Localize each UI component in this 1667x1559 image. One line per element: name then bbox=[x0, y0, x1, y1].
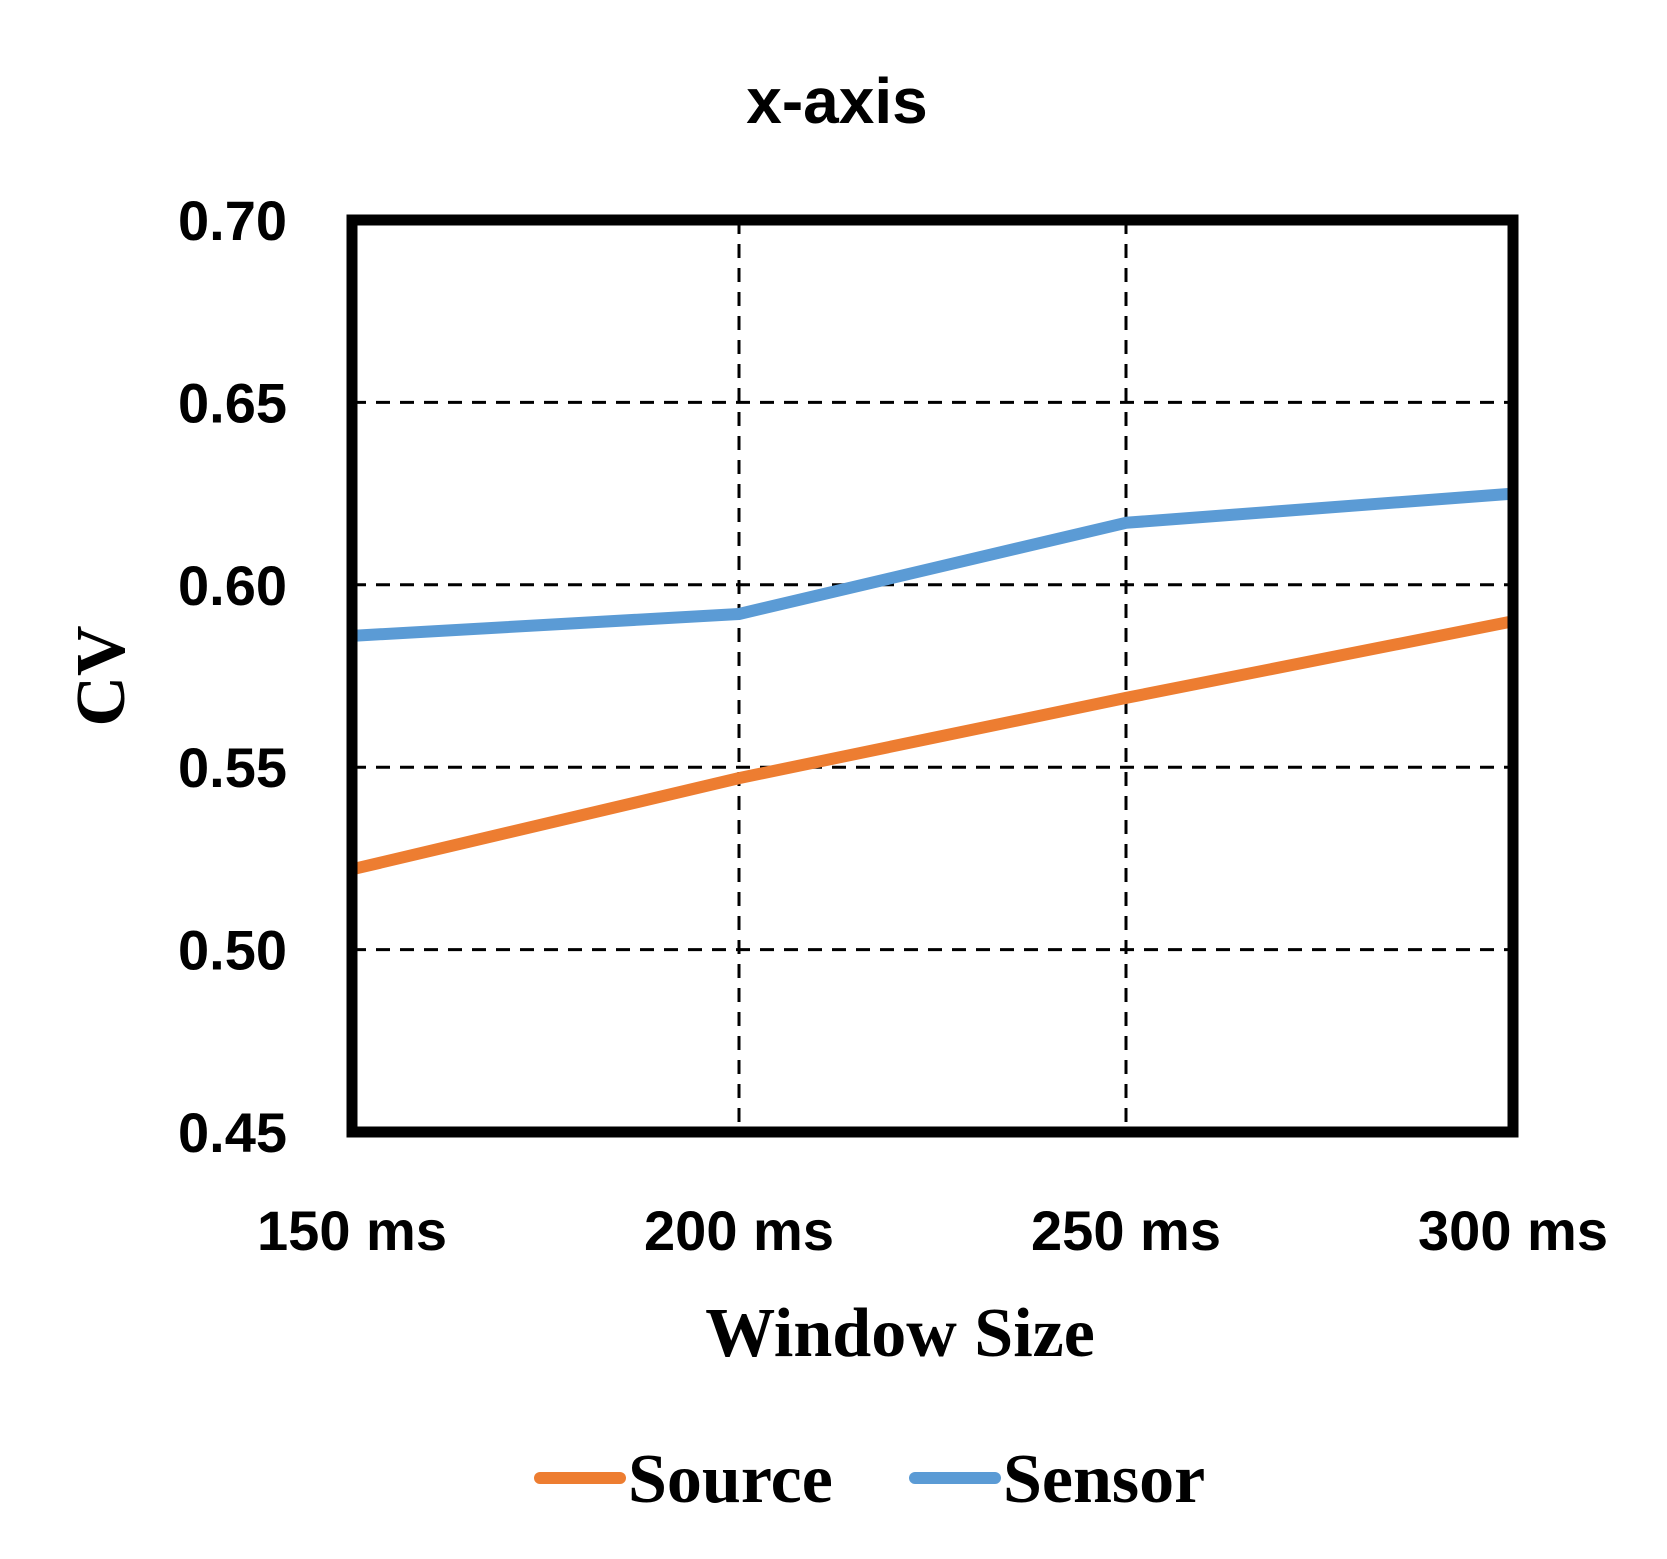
x-tick-labels: 150 ms 200 ms 250 ms 300 ms bbox=[257, 1199, 1608, 1262]
series-line-source bbox=[350, 615, 1515, 876]
x-tick-label: 150 ms bbox=[257, 1199, 447, 1262]
chart-title: x-axis bbox=[746, 65, 927, 137]
series-layer bbox=[350, 487, 1515, 876]
series-line-sensor bbox=[351, 487, 1514, 642]
y-tick-label: 0.50 bbox=[178, 919, 287, 982]
x-tick-label: 250 ms bbox=[1031, 1199, 1221, 1262]
y-tick-label: 0.45 bbox=[178, 1101, 287, 1164]
legend: Source Sensor bbox=[534, 1441, 1205, 1518]
y-tick-label: 0.55 bbox=[178, 736, 287, 799]
y-tick-labels: 0.45 0.50 0.55 0.60 0.65 0.70 bbox=[178, 189, 287, 1164]
x-tick-label: 200 ms bbox=[644, 1199, 834, 1262]
plot-frame bbox=[346, 214, 1519, 1138]
legend-label-source: Source bbox=[628, 1441, 833, 1518]
legend-label-sensor: Sensor bbox=[1003, 1441, 1205, 1518]
gridlines bbox=[352, 220, 1513, 1132]
y-tick-label: 0.65 bbox=[178, 371, 287, 434]
y-axis-label: CV bbox=[63, 625, 140, 726]
y-tick-label: 0.60 bbox=[178, 554, 287, 617]
x-axis-label: Window Size bbox=[705, 1295, 1095, 1372]
x-tick-label: 300 ms bbox=[1418, 1199, 1608, 1262]
y-tick-label: 0.70 bbox=[178, 189, 287, 252]
